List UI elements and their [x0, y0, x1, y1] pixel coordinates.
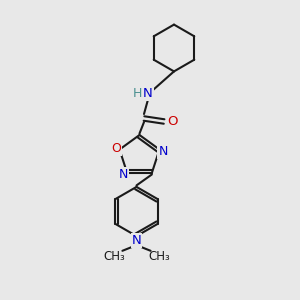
Text: O: O — [167, 115, 178, 128]
Text: N: N — [158, 145, 168, 158]
Text: N: N — [119, 168, 128, 181]
Text: CH₃: CH₃ — [103, 250, 125, 263]
Text: CH₃: CH₃ — [148, 250, 170, 263]
Text: O: O — [112, 142, 122, 154]
Text: N: N — [132, 234, 141, 247]
Text: N: N — [143, 87, 153, 100]
Text: H: H — [132, 87, 142, 100]
